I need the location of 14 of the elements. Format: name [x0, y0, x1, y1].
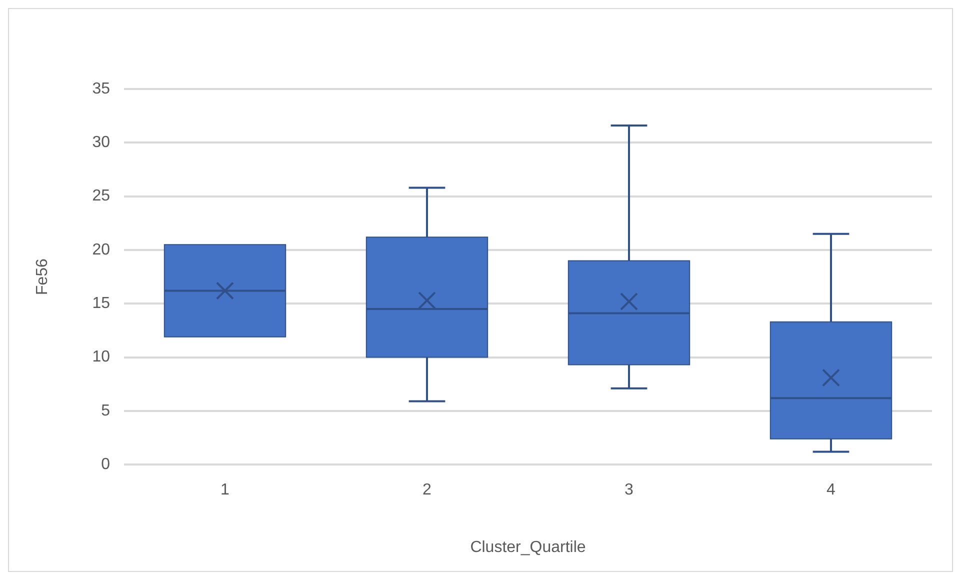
- y-tick-label: 20: [92, 241, 110, 258]
- x-tick-label: 2: [422, 482, 432, 499]
- y-tick-label: 10: [92, 348, 110, 366]
- x-axis-title: Cluster_Quartile: [470, 538, 586, 556]
- y-tick-label: 5: [101, 402, 110, 420]
- y-axis-title: Fe56: [34, 258, 52, 296]
- y-tick-label: 35: [92, 80, 110, 98]
- x-tick-label: 3: [624, 482, 634, 499]
- y-tick-label: 15: [92, 295, 110, 312]
- x-tick-label: 1: [220, 482, 230, 499]
- x-tick-label: 4: [826, 482, 836, 499]
- y-tick-label: 30: [92, 134, 110, 152]
- y-tick-label: 0: [101, 456, 110, 474]
- y-tick-label: 25: [92, 188, 110, 205]
